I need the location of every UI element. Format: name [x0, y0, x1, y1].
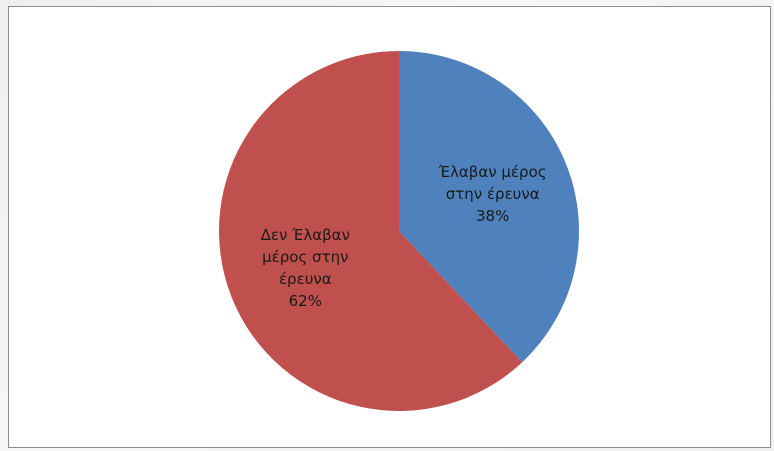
slice-name-line: μέρος στην — [262, 248, 348, 266]
slice-label-2: Δεν Έλαβαν μέρος στην έρευνα 62% — [261, 226, 350, 310]
slice-value-label: 62% — [289, 292, 322, 310]
slice-name-line: έρευνα — [279, 270, 332, 288]
pie-chart: Έλαβαν μέρος στην έρευνα 38% Δεν Έλαβαν μέρο… — [218, 51, 579, 411]
slice-label-1: Έλαβαν μέρος στην έρευνα 38% — [438, 163, 547, 225]
pie-slice-2 — [218, 51, 523, 411]
chart-area: Έλαβαν μέρος στην έρευνα 38% Δεν Έλαβαν μέρο… — [8, 6, 771, 448]
slice-name-line: Δεν Έλαβαν — [261, 226, 350, 244]
slice-name-line: στην έρευνα — [446, 185, 540, 203]
slice-value-label: 38% — [476, 207, 509, 225]
slice-name-line: Έλαβαν μέρος — [438, 163, 547, 181]
pie-slice-1 — [399, 51, 579, 363]
